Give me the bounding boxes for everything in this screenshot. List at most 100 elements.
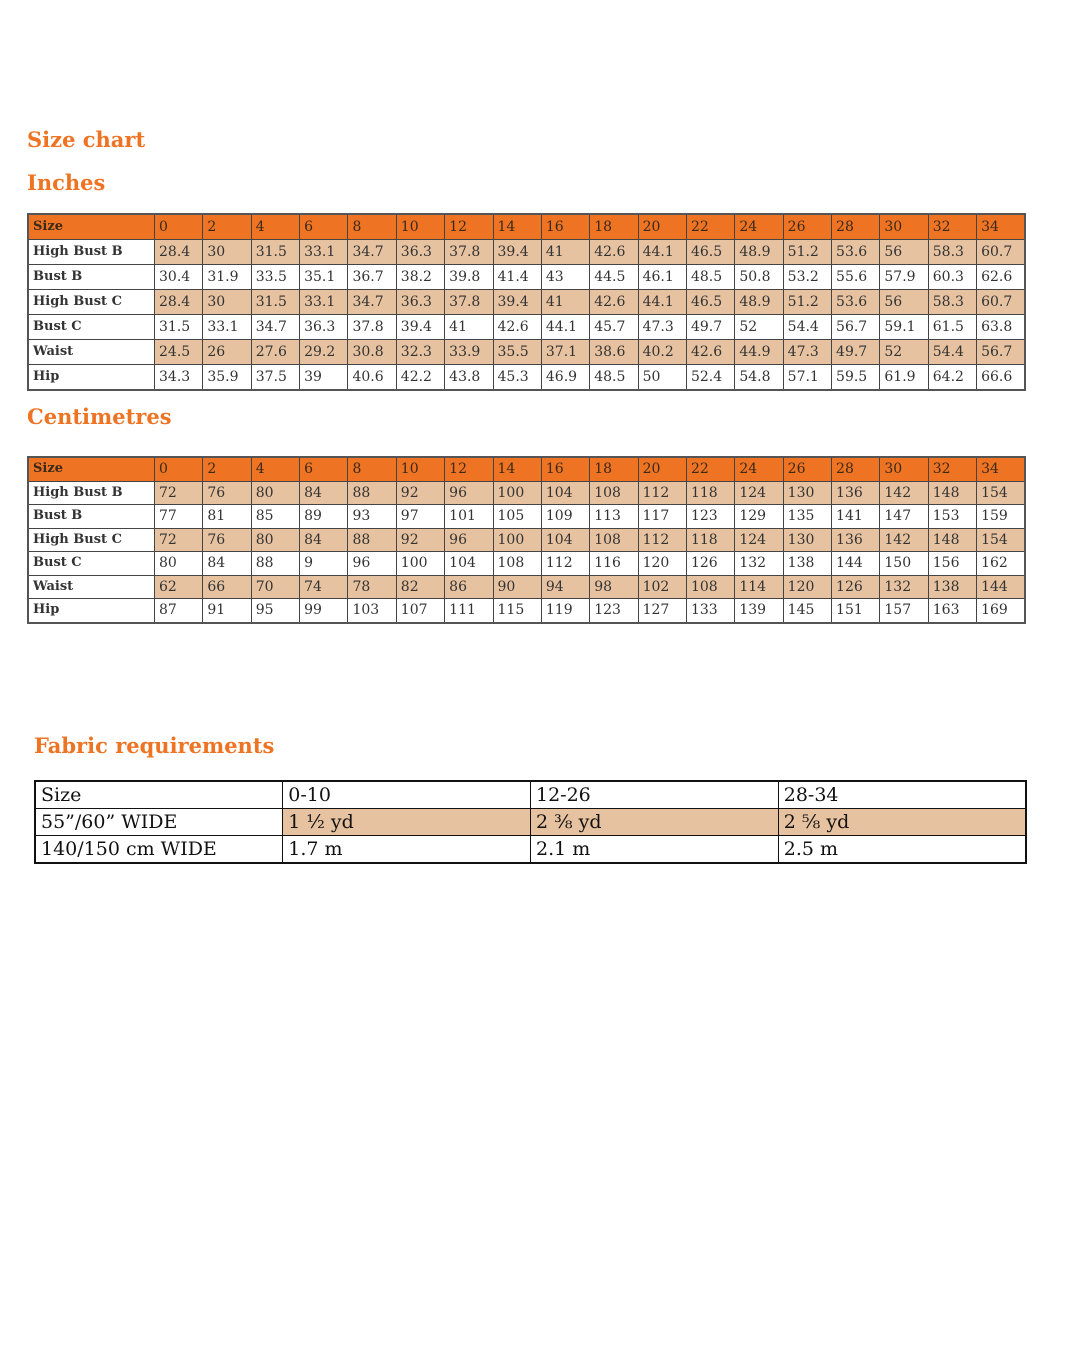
fabric-amount-cell: 1 ½ yd xyxy=(282,808,531,836)
measurement-cell: 91 xyxy=(202,598,252,623)
measurement-cell: 47.3 xyxy=(637,314,687,340)
measurement-cell: 169 xyxy=(976,598,1026,623)
row-label-cell: Bust C xyxy=(27,551,155,576)
measurement-cell: 100 xyxy=(395,551,446,576)
size-header-cell: 12 xyxy=(444,213,494,240)
measurement-cell: 72 xyxy=(153,527,204,552)
measurement-cell: 39.4 xyxy=(492,289,542,315)
measurement-cell: 31.5 xyxy=(250,289,301,315)
measurement-cell: 148 xyxy=(927,527,978,552)
measurement-cell: 57.1 xyxy=(782,364,833,391)
row-label-cell: High Bust B xyxy=(27,480,155,505)
measurement-cell: 112 xyxy=(540,551,591,576)
measurement-cell: 72 xyxy=(153,480,204,505)
size-header-cell: 14 xyxy=(492,213,542,240)
measurement-cell: 85 xyxy=(250,504,301,529)
measurement-cell: 50.8 xyxy=(734,264,784,290)
measurement-cell: 144 xyxy=(831,551,881,576)
fabric-label-cell: 140/150 cm WIDE xyxy=(34,835,284,864)
measurement-cell: 33.1 xyxy=(202,314,252,340)
measurement-cell: 60.7 xyxy=(976,239,1026,265)
measurement-cell: 62.6 xyxy=(976,264,1026,290)
measurement-cell: 46.9 xyxy=(540,364,591,391)
measurement-cell: 96 xyxy=(444,480,494,505)
measurement-cell: 41 xyxy=(444,314,494,340)
table-row: High Bust C 72 76 80 84 88 92 96 100 104 108 112 118… xyxy=(27,527,1026,552)
measurement-cell: 118 xyxy=(685,480,736,505)
measurement-cell: 46.5 xyxy=(685,289,736,315)
measurement-cell: 84 xyxy=(202,551,252,576)
measurement-cell: 104 xyxy=(540,480,591,505)
fabric-amount-cell: 2 ⅝ yd xyxy=(777,808,1027,836)
measurement-cell: 58.3 xyxy=(927,289,978,315)
measurement-cell: 46.1 xyxy=(637,264,687,290)
table-row: Size 0-10 12-26 28-34 xyxy=(34,780,1027,809)
measurement-cell: 159 xyxy=(976,504,1026,529)
table-row: Hip 34.3 35.9 37.5 39 40.6 42.2 43.8 45.3 46.9 48.… xyxy=(27,364,1026,391)
measurement-cell: 66 xyxy=(202,574,252,599)
table-row: Waist 24.5 26 27.6 29.2 30.8 32.3 33.9 35.5 37.1 3… xyxy=(27,339,1026,365)
size-header-cell: 12 xyxy=(444,456,494,482)
measurement-cell: 42.2 xyxy=(395,364,446,391)
measurement-cell: 92 xyxy=(395,527,446,552)
measurement-cell: 44.5 xyxy=(589,264,639,290)
fabric-amount-cell: 1.7 m xyxy=(282,835,531,864)
measurement-cell: 84 xyxy=(299,480,349,505)
table-row: High Bust C 28.4 30 31.5 33.1 34.7 36.3 37.8 39.… xyxy=(27,289,1026,315)
measurement-cell: 34.3 xyxy=(153,364,204,391)
size-header-cell: 24 xyxy=(734,456,784,482)
measurement-cell: 44.1 xyxy=(637,239,687,265)
measurement-cell: 62 xyxy=(153,574,204,599)
measurement-cell: 98 xyxy=(589,574,639,599)
measurement-cell: 126 xyxy=(685,551,736,576)
measurement-cell: 59.1 xyxy=(879,314,929,340)
measurement-cell: 53.6 xyxy=(831,239,881,265)
measurement-cell: 42.6 xyxy=(685,339,736,365)
table-row: Bust B 30.4 31.9 33.5 35.1 36.7 38.2 39.8 41.4 43… xyxy=(27,264,1026,290)
measurement-cell: 136 xyxy=(831,527,881,552)
measurement-cell: 47.3 xyxy=(782,339,833,365)
measurement-cell: 58.3 xyxy=(927,239,978,265)
measurement-cell: 40.2 xyxy=(637,339,687,365)
measurement-cell: 119 xyxy=(540,598,591,623)
measurement-cell: 139 xyxy=(734,598,784,623)
measurement-cell: 123 xyxy=(589,598,639,623)
measurement-cell: 148 xyxy=(927,480,978,505)
measurement-cell: 39.4 xyxy=(395,314,446,340)
size-label-cell: Size xyxy=(27,456,155,482)
measurement-cell: 45.3 xyxy=(492,364,542,391)
size-header-cell: 6 xyxy=(299,456,349,482)
measurement-cell: 108 xyxy=(589,527,639,552)
measurement-cell: 36.7 xyxy=(347,264,397,290)
measurement-cell: 52 xyxy=(879,339,929,365)
measurement-cell: 50 xyxy=(637,364,687,391)
measurement-cell: 80 xyxy=(250,480,301,505)
measurement-cell: 99 xyxy=(299,598,349,623)
measurement-cell: 30 xyxy=(202,289,252,315)
measurement-cell: 108 xyxy=(589,480,639,505)
measurement-cell: 154 xyxy=(976,527,1026,552)
measurement-cell: 97 xyxy=(395,504,446,529)
measurement-cell: 28.4 xyxy=(153,239,204,265)
measurement-cell: 43 xyxy=(540,264,591,290)
size-header-cell: 4 xyxy=(250,213,301,240)
size-header-cell: 16 xyxy=(540,456,591,482)
measurement-cell: 144 xyxy=(976,574,1026,599)
measurement-cell: 78 xyxy=(347,574,397,599)
measurement-cell: 56.7 xyxy=(831,314,881,340)
table-row: 55”/60” WIDE 1 ½ yd 2 ⅜ yd 2 ⅝ yd xyxy=(34,808,1027,836)
size-header-cell: 20 xyxy=(637,213,687,240)
table-row: Bust B 77 81 85 89 93 97 101 105 109 113 117 123 129 1… xyxy=(27,504,1026,529)
measurement-cell: 36.3 xyxy=(395,239,446,265)
row-label-cell: High Bust B xyxy=(27,239,155,265)
measurement-cell: 33.1 xyxy=(299,239,349,265)
measurement-cell: 33.5 xyxy=(250,264,301,290)
measurement-cell: 70 xyxy=(250,574,301,599)
measurement-cell: 49.7 xyxy=(685,314,736,340)
measurement-cell: 64.2 xyxy=(927,364,978,391)
measurement-cell: 96 xyxy=(347,551,397,576)
measurement-cell: 129 xyxy=(734,504,784,529)
measurement-cell: 123 xyxy=(685,504,736,529)
table-row: Hip 87 91 95 99 103 107 111 115 119 123 127 133 139 14… xyxy=(27,598,1026,623)
measurement-cell: 147 xyxy=(879,504,929,529)
